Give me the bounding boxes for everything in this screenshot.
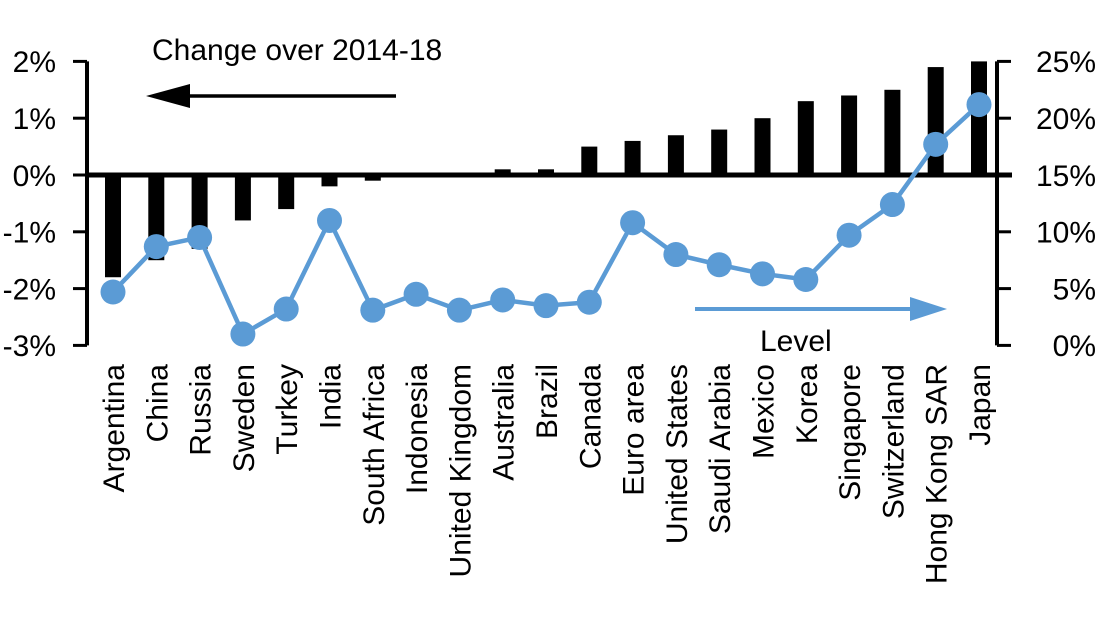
x-label-saudi-arabia: Saudi Arabia: [704, 364, 737, 534]
bar-saudi-arabia: [711, 129, 728, 175]
x-label-argentina: Argentina: [98, 364, 131, 493]
left-axis-tick-label: -3%: [3, 330, 56, 363]
bar-mexico: [754, 118, 771, 175]
dot-saudi-arabia: [706, 252, 732, 278]
x-label-korea: Korea: [791, 364, 824, 444]
dot-mexico: [750, 261, 775, 287]
bar-india: [321, 175, 338, 187]
bar-sweden: [234, 175, 251, 221]
dot-united-kingdom: [446, 297, 472, 323]
x-label-canada: Canada: [574, 364, 607, 469]
bar-switzerland: [884, 89, 901, 175]
right-axis-tick-label: 25%: [1036, 46, 1096, 79]
x-label-india: India: [315, 364, 348, 429]
x-label-united-states: United States: [661, 364, 694, 544]
bar-japan: [971, 61, 987, 175]
dot-india: [317, 207, 342, 233]
x-label-russia: Russia: [185, 364, 218, 456]
x-label-south-africa: South Africa: [358, 364, 391, 526]
left-axis-tick-label: -2%: [3, 273, 56, 306]
bar-south-africa: [364, 175, 381, 181]
dot-euro-area: [620, 210, 646, 236]
dot-united-states: [663, 242, 689, 268]
left-axis-tick-label: 0%: [13, 160, 56, 193]
right-axis-tick-label: 20%: [1036, 103, 1096, 136]
dot-indonesia: [403, 281, 429, 307]
dot-south-africa: [360, 297, 386, 323]
bar-united-states: [667, 135, 684, 175]
dot-japan: [966, 92, 992, 118]
dot-china: [143, 234, 169, 260]
x-label-turkey: Turkey: [271, 364, 304, 455]
right-axis-tick-label: 15%: [1036, 160, 1096, 193]
x-label-mexico: Mexico: [748, 364, 781, 459]
left-axis-tick-label: -1%: [3, 217, 56, 250]
right-axis-tick-label: 10%: [1036, 217, 1096, 250]
bar-hong-kong-sar: [927, 67, 944, 175]
x-label-hong-kong-sar: Hong Kong SAR: [921, 364, 954, 584]
right-axis-tick-label: 0%: [1053, 330, 1096, 363]
left-axis-tick-label: 1%: [13, 103, 56, 136]
x-label-australia: Australia: [488, 364, 521, 481]
bars-series-label: Change over 2014-18: [152, 34, 442, 67]
left-arrow-icon: [146, 84, 396, 108]
x-label-china: China: [141, 364, 174, 443]
dot-argentina: [100, 279, 126, 305]
x-label-singapore: Singapore: [834, 364, 867, 501]
bar-brazil: [538, 169, 554, 175]
bar-canada: [581, 146, 598, 175]
dot-brazil: [533, 293, 559, 319]
x-label-united-kingdom: United Kingdom: [444, 364, 477, 577]
plot-area: 2% 1% 0% -1% -2% -3% 25% 20% 15% 10% 5% 0% Argentina…: [3, 46, 1096, 584]
bar-korea: [797, 101, 814, 175]
x-label-japan: Japan: [964, 364, 997, 446]
bar-euro-area: [624, 140, 641, 175]
right-arrow-icon: [695, 297, 947, 321]
dot-korea: [793, 267, 819, 293]
dot-canada: [576, 289, 602, 315]
bar-australia: [494, 169, 511, 175]
dot-switzerland: [879, 192, 905, 218]
left-axis-tick-label: 2%: [13, 46, 56, 79]
x-label-brazil: Brazil: [531, 364, 564, 439]
line-series-label: Level: [760, 325, 832, 358]
dot-turkey: [273, 296, 299, 322]
bar-singapore: [841, 95, 858, 175]
right-axis-tick-label: 5%: [1053, 273, 1096, 306]
bar-argentina: [105, 175, 121, 278]
dot-russia: [187, 224, 213, 250]
x-label-indonesia: Indonesia: [401, 364, 434, 494]
dot-singapore: [836, 222, 862, 248]
x-label-sweden: Sweden: [228, 364, 261, 472]
x-label-euro-area: Euro area: [618, 364, 651, 496]
dot-hong-kong-sar: [923, 131, 949, 157]
dot-australia: [490, 287, 516, 313]
bar-turkey: [278, 175, 295, 210]
x-label-switzerland: Switzerland: [877, 364, 910, 519]
dot-sweden: [230, 321, 256, 347]
